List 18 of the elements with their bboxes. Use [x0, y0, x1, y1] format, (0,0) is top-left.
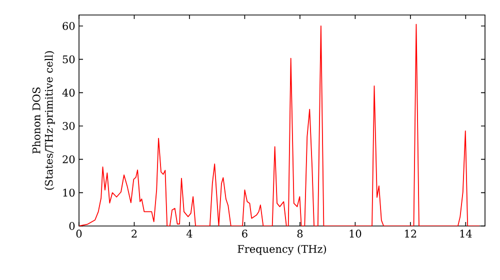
x-tick-label: 6	[242, 230, 248, 238]
x-tick-label: 8	[297, 230, 303, 238]
line-series	[79, 24, 480, 226]
x-tick-label: 4	[186, 230, 192, 238]
y-tick-label: 20	[62, 155, 75, 164]
x-tick-label: 14	[460, 230, 472, 238]
x-axis-title: Frequency (THz)	[238, 244, 326, 256]
y-tick-label: 40	[62, 88, 75, 97]
y-tick-label: 50	[62, 55, 75, 64]
y-tick-label: 10	[63, 188, 75, 197]
x-tick-label: 2	[132, 230, 137, 238]
y-axis-title: Phonon DOS (States/THz·primitive cell)	[32, 51, 55, 190]
y-tick-label: 30	[62, 122, 75, 130]
x-tick-label: 12	[405, 230, 416, 238]
x-tick-label: 0	[76, 230, 82, 238]
y-tick-label: 60	[62, 22, 75, 30]
x-tick-label: 10	[350, 230, 362, 238]
y-tick-label: 0	[69, 222, 75, 230]
